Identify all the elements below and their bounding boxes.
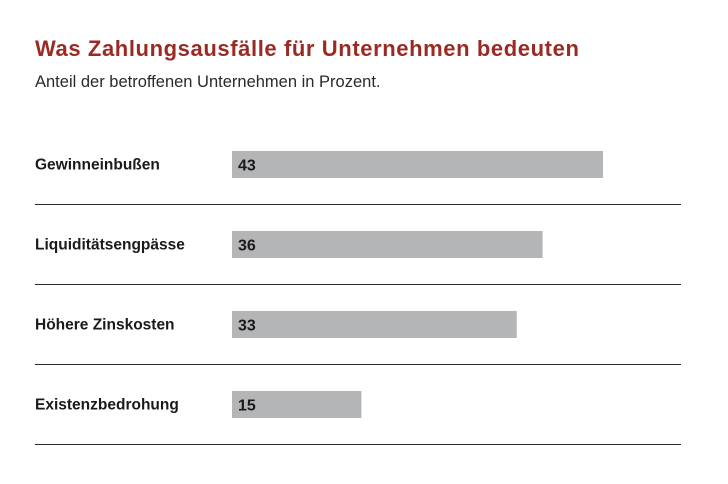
data-label: 43	[238, 158, 256, 175]
category-label: Existenzbedrohung	[35, 397, 179, 414]
data-label: 33	[238, 318, 256, 335]
bar	[232, 151, 603, 178]
category-label: Gewinneinbußen	[35, 157, 160, 174]
data-label: 36	[238, 238, 256, 255]
category-label: Liquiditätsengpässe	[35, 237, 185, 254]
chart-subtitle: Anteil der betroffenen Unternehmen in Pr…	[35, 73, 381, 91]
category-label: Höhere Zinskosten	[35, 317, 175, 334]
chart-title: Was Zahlungsausfälle für Unternehmen bed…	[35, 36, 580, 61]
data-label: 15	[238, 398, 256, 415]
bar	[232, 231, 543, 258]
bar	[232, 311, 517, 338]
bar	[232, 391, 362, 418]
